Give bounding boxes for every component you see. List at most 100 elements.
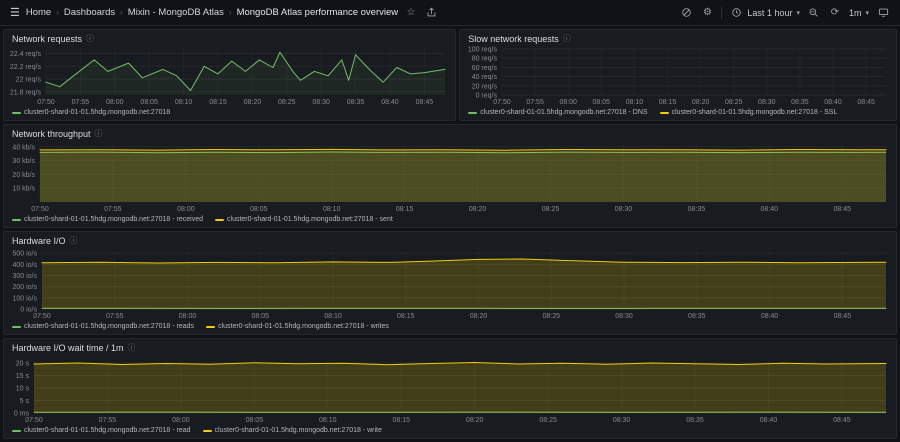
- star-icon[interactable]: ☆: [406, 7, 416, 18]
- info-icon[interactable]: ⓘ: [562, 34, 571, 43]
- legend-item[interactable]: cluster0-shard-01-01.5hdg.mongodb.net:27…: [12, 216, 203, 223]
- refresh-icon[interactable]: ⟳: [830, 7, 840, 18]
- breadcrumb-separator: ›: [228, 8, 232, 17]
- refresh-interval-picker[interactable]: 1m ▾: [849, 8, 869, 18]
- panel-title[interactable]: Hardware I/O wait time / 1m: [12, 342, 124, 353]
- svg-text:08:00: 08:00: [560, 99, 578, 106]
- legend-item[interactable]: cluster0-shard-01-01.5hdg.mongodb.net:27…: [12, 323, 194, 330]
- svg-text:08:35: 08:35: [688, 313, 706, 320]
- svg-text:08:00: 08:00: [106, 99, 124, 106]
- svg-text:0 io/s: 0 io/s: [20, 307, 37, 314]
- svg-text:07:55: 07:55: [104, 206, 122, 213]
- breadcrumb-dashboards[interactable]: Dashboards: [63, 7, 116, 18]
- svg-text:22.2 req/s: 22.2 req/s: [10, 64, 42, 71]
- panel-header[interactable]: Slow network requests ⓘ: [460, 30, 896, 45]
- svg-text:08:30: 08:30: [615, 206, 633, 213]
- legend-item[interactable]: cluster0-shard-01-01.5hdg.mongodb.net:27…: [12, 109, 170, 116]
- svg-text:10 s: 10 s: [16, 386, 30, 393]
- svg-text:200 io/s: 200 io/s: [12, 284, 37, 291]
- network-throughput-chart[interactable]: 07:50 07:55 08:00 08:05 08:10 08:15 08:20 08:25…: [4, 140, 896, 214]
- svg-text:08:25: 08:25: [278, 99, 296, 106]
- legend-series-label: cluster0-shard-01-01.5hdg.mongodb.net:27…: [214, 427, 382, 434]
- breadcrumb-dashboard-title[interactable]: MongoDB Atlas performance overview: [236, 7, 399, 18]
- zoom-out-icon[interactable]: [807, 6, 821, 20]
- svg-text:15 s: 15 s: [16, 373, 30, 380]
- svg-text:08:10: 08:10: [175, 99, 193, 106]
- svg-text:08:20: 08:20: [692, 99, 710, 106]
- legend-series-label: cluster0-shard-01-01.5hdg.mongodb.net:27…: [218, 323, 389, 330]
- panel-title[interactable]: Network requests: [12, 33, 83, 44]
- svg-text:08:25: 08:25: [539, 417, 557, 424]
- svg-text:08:40: 08:40: [760, 417, 778, 424]
- hardware-io-chart[interactable]: 07:50 07:55 08:00 08:05 08:10 08:15 08:20 08:25…: [4, 247, 896, 321]
- svg-text:0 ms: 0 ms: [14, 411, 30, 418]
- svg-text:08:10: 08:10: [626, 99, 644, 106]
- slow-network-requests-chart[interactable]: 07:50 07:55 08:00 08:05 08:10 08:15 08:20 08:25…: [460, 45, 896, 107]
- svg-text:08:10: 08:10: [323, 206, 341, 213]
- info-icon[interactable]: ⓘ: [94, 129, 103, 138]
- gear-icon[interactable]: ⚙: [702, 7, 712, 18]
- svg-text:08:00: 08:00: [179, 313, 197, 320]
- panel-hardware-io-wait: Hardware I/O wait time / 1m ⓘ 07:50 07:55…: [3, 338, 897, 439]
- svg-text:60 req/s: 60 req/s: [472, 65, 498, 72]
- svg-text:08:40: 08:40: [381, 99, 399, 106]
- svg-text:0 req/s: 0 req/s: [476, 93, 498, 100]
- info-icon[interactable]: ⓘ: [86, 34, 95, 43]
- legend-item[interactable]: cluster0-shard-01-01.5hdg.mongodb.net:27…: [12, 427, 191, 434]
- legend-series-color: [12, 325, 21, 328]
- panel-title[interactable]: Network throughput: [12, 128, 91, 139]
- legend-series-label: cluster0-shard-01-01.5hdg.mongodb.net:27…: [480, 109, 648, 116]
- hardware-io-wait-chart[interactable]: 07:50 07:55 08:00 08:05 08:10 08:15 08:20 08:25…: [4, 354, 896, 425]
- svg-text:08:40: 08:40: [825, 99, 843, 106]
- info-icon[interactable]: ⓘ: [127, 343, 136, 352]
- panel-title[interactable]: Hardware I/O: [12, 235, 66, 246]
- svg-text:08:10: 08:10: [319, 417, 337, 424]
- svg-text:400 io/s: 400 io/s: [12, 262, 37, 269]
- svg-text:40 kb/s: 40 kb/s: [12, 144, 35, 151]
- legend-item[interactable]: cluster0-shard-01-01.5hdg.mongodb.net:27…: [468, 109, 648, 116]
- menu-icon[interactable]: ☰: [10, 7, 20, 19]
- network-throughput-legend: cluster0-shard-01-01.5hdg.mongodb.net:27…: [4, 214, 896, 227]
- info-icon[interactable]: ⓘ: [69, 236, 78, 245]
- chevron-down-icon: ▾: [796, 9, 800, 17]
- svg-text:08:05: 08:05: [593, 99, 611, 106]
- legend-series-label: cluster0-shard-01-01.5hdg.mongodb.net:27…: [24, 216, 204, 223]
- legend-item[interactable]: cluster0-shard-01-01.5hdg.mongodb.net:27…: [206, 323, 389, 330]
- svg-text:100 io/s: 100 io/s: [12, 295, 37, 302]
- panel-header[interactable]: Hardware I/O wait time / 1m ⓘ: [4, 339, 896, 354]
- legend-item[interactable]: cluster0-shard-01-01.5hdg.mongodb.net:27…: [202, 427, 382, 434]
- svg-text:08:15: 08:15: [396, 206, 414, 213]
- panel-hardware-io: Hardware I/O ⓘ 07:50 07:55 08:00 08:05 08:10…: [3, 231, 897, 335]
- legend-item[interactable]: cluster0-shard-01-01.5hdg.mongodb.net:27…: [215, 216, 393, 223]
- svg-text:08:00: 08:00: [177, 206, 195, 213]
- svg-text:08:35: 08:35: [347, 99, 365, 106]
- svg-text:07:50: 07:50: [25, 417, 43, 424]
- svg-text:40 req/s: 40 req/s: [472, 74, 498, 81]
- panel-title[interactable]: Slow network requests: [468, 33, 559, 44]
- panel-header[interactable]: Hardware I/O ⓘ: [4, 232, 896, 247]
- svg-text:300 io/s: 300 io/s: [12, 273, 37, 280]
- breadcrumb-folder[interactable]: Mixin - MongoDB Atlas: [127, 7, 224, 18]
- legend-series-label: cluster0-shard-01-01.5hdg.mongodb.net:27…: [24, 323, 195, 330]
- breadcrumb: Home › Dashboards › Mixin - MongoDB Atla…: [26, 7, 398, 18]
- svg-text:80 req/s: 80 req/s: [472, 56, 498, 63]
- panel-header[interactable]: Network throughput ⓘ: [4, 125, 896, 140]
- top-navbar: ☰ Home › Dashboards › Mixin - MongoDB At…: [0, 0, 900, 26]
- svg-text:22.4 req/s: 22.4 req/s: [10, 51, 42, 58]
- svg-text:08:40: 08:40: [761, 313, 779, 320]
- network-requests-chart[interactable]: 07:50 07:55 08:00 08:05 08:10 08:15 08:20 08:25…: [4, 45, 455, 107]
- navbar-divider: [721, 6, 723, 19]
- panel-header[interactable]: Network requests ⓘ: [4, 30, 455, 45]
- legend-item[interactable]: cluster0-shard-01-01.5hdg.mongodb.net:27…: [659, 109, 837, 116]
- report-icon[interactable]: [679, 6, 693, 20]
- breadcrumb-home[interactable]: Home: [25, 7, 52, 18]
- svg-text:08:30: 08:30: [613, 417, 631, 424]
- svg-text:07:50: 07:50: [33, 313, 51, 320]
- svg-text:08:30: 08:30: [312, 99, 330, 106]
- dashboard-content: Network requests ⓘ 07:50 07:55 08:00 08:05 0…: [0, 26, 900, 442]
- time-range-picker[interactable]: Last 1 hour ▾: [729, 6, 800, 20]
- kiosk-icon[interactable]: [876, 6, 890, 20]
- share-icon[interactable]: [424, 6, 438, 20]
- panel-network-requests: Network requests ⓘ 07:50 07:55 08:00 08:05 0…: [3, 29, 457, 121]
- svg-text:07:50: 07:50: [31, 206, 49, 213]
